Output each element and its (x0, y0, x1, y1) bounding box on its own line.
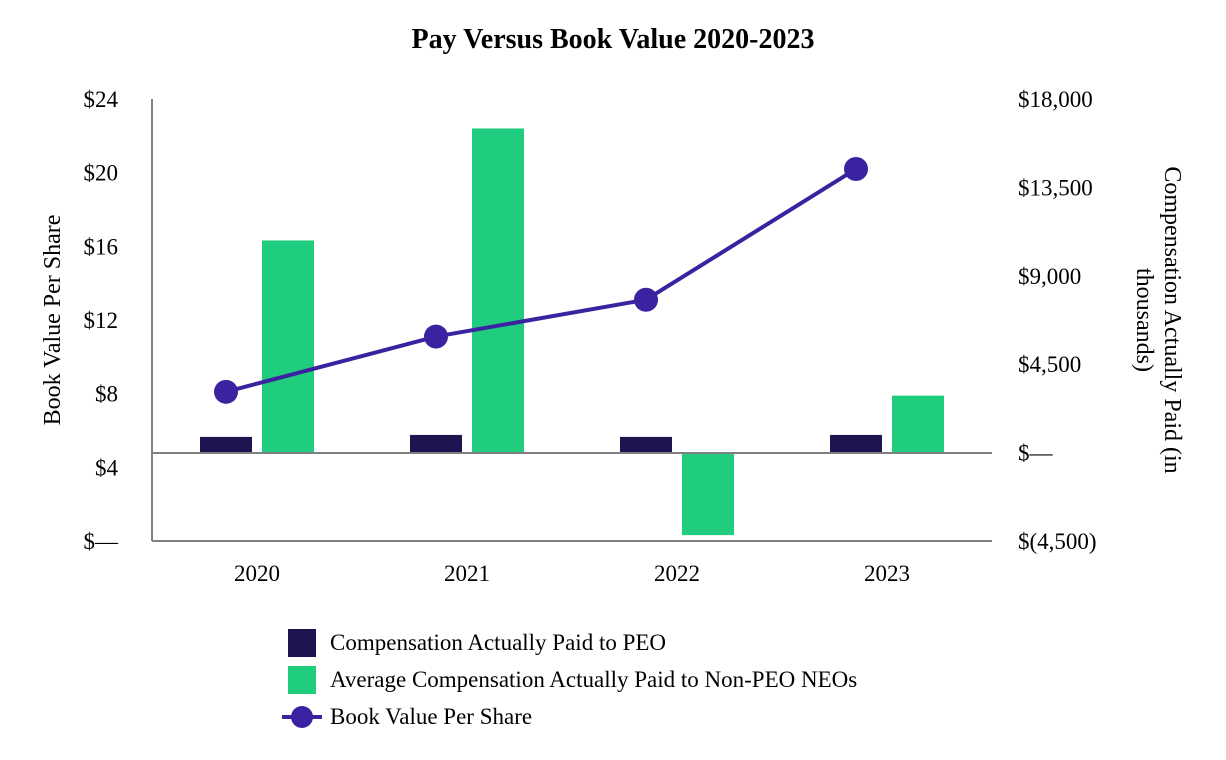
right-tick-label: $9,000 (1018, 264, 1081, 289)
legend-item-peo: Compensation Actually Paid to PEO (282, 624, 857, 661)
x-tick-label: 2023 (864, 561, 910, 586)
legend-swatch-bvps (282, 703, 322, 731)
left-tick-labels: $— $4 $8 $12 $16 $20 $24 (84, 87, 120, 554)
right-tick-label: $(4,500) (1018, 529, 1097, 554)
bvps-point-2020 (214, 379, 238, 404)
bar-peo-2023 (830, 434, 882, 453)
left-tick-label: $24 (84, 87, 119, 112)
x-tick-label: 2022 (654, 561, 700, 586)
right-tick-label: $4,500 (1018, 352, 1081, 377)
bvps-point-2022 (634, 287, 658, 312)
left-tick-label: $20 (84, 161, 119, 186)
legend: Compensation Actually Paid to PEO Averag… (282, 624, 857, 735)
chart-title: Pay Versus Book Value 2020-2023 (411, 24, 815, 55)
legend-label-bvps: Book Value Per Share (330, 703, 533, 729)
legend-item-neo: Average Compensation Actually Paid to No… (282, 661, 857, 698)
line-layer (214, 156, 868, 404)
x-tick-label: 2020 (234, 561, 280, 586)
bar-peo-2022 (620, 436, 672, 453)
right-tick-label: $— (1018, 441, 1054, 466)
right-tick-labels: $(4,500) $— $4,500 $9,000 $13,500 $18,000 (1018, 87, 1097, 554)
left-tick-label: $12 (84, 308, 119, 333)
bvps-line (225, 167, 858, 394)
bar-neo-2021 (472, 128, 524, 453)
bar-peo-2021 (410, 434, 462, 453)
bars-layer (200, 128, 944, 536)
legend-label-neo: Average Compensation Actually Paid to No… (330, 666, 858, 692)
right-axis-label-line2: thousands) (1131, 268, 1157, 372)
bar-neo-2020 (262, 240, 314, 453)
x-tick-label: 2021 (444, 561, 490, 586)
left-tick-label: $4 (95, 455, 119, 480)
bar-neo-2023 (892, 395, 944, 453)
left-tick-label: $16 (84, 234, 119, 259)
bvps-point-2023 (844, 156, 868, 181)
bar-neo-2022 (682, 452, 734, 536)
bvps-point-2021 (424, 324, 448, 349)
right-tick-label: $18,000 (1018, 87, 1093, 112)
bar-peo-2020 (200, 436, 252, 453)
legend-swatch-neo (288, 665, 316, 694)
right-tick-label: $13,500 (1018, 175, 1093, 200)
legend-item-bvps: Book Value Per Share (282, 698, 857, 735)
left-tick-label: $— (84, 529, 120, 554)
legend-swatch-peo (288, 628, 316, 657)
left-tick-label: $8 (95, 382, 118, 407)
x-tick-labels: 2020 2021 2022 2023 (234, 561, 910, 586)
left-axis-label: Book Value Per Share (40, 215, 66, 426)
right-axis-label-line1: Compensation Actually Paid (in (1159, 166, 1185, 473)
legend-label-peo: Compensation Actually Paid to PEO (330, 629, 667, 655)
